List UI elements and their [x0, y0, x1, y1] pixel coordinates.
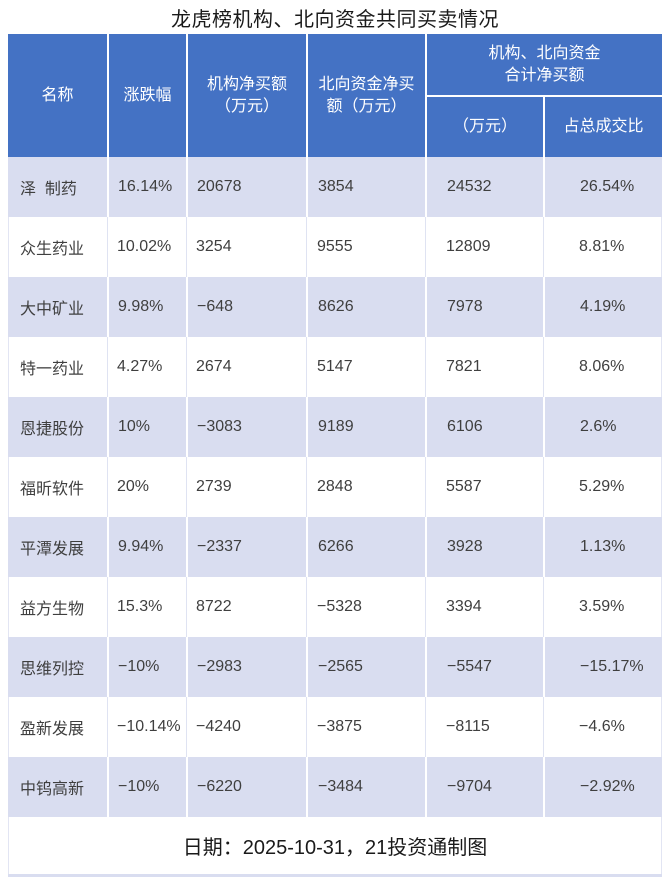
turnover-ratio-cell: 4.19%: [543, 277, 662, 337]
combined-net-cell: 3928: [425, 517, 543, 577]
turnover-ratio-cell: 8.81%: [543, 217, 662, 277]
table-row: 众生药业 10.02% 3254 9555 12809 8.81%: [8, 217, 662, 277]
table-row: 思维列控 −10% −2983 −2565 −5547 −15.17%: [8, 637, 662, 697]
stock-name-cell: 特一药业: [20, 361, 85, 378]
north-net-cell: 5147: [306, 337, 425, 397]
combined-net-cell: −8115: [425, 697, 543, 757]
header-cell-turnover-ratio: 占总成交比: [543, 95, 662, 157]
combined-net-cell: 3394: [425, 577, 543, 637]
north-net-cell: 3854: [306, 157, 425, 217]
table-row: 盈新发展 −10.14% −4240 −3875 −8115 −4.6%: [8, 697, 662, 757]
header-cell-change: 涨跌幅: [107, 34, 186, 157]
table-header: 名称 涨跌幅 机构净买额 （万元） 北向资金净买 额（万元） 机构、北向资金 合…: [8, 34, 662, 157]
combined-net-cell: −9704: [425, 757, 543, 817]
change-cell: 16.14%: [107, 157, 186, 217]
change-cell: 10%: [107, 397, 186, 457]
stock-name-cell: 平潭发展: [20, 541, 85, 558]
turnover-ratio-cell: 2.6%: [543, 397, 662, 457]
change-cell: 20%: [107, 457, 186, 517]
north-net-cell: 6266: [306, 517, 425, 577]
stock-name-cell: 众生药业: [20, 241, 85, 258]
inst-net-cell: −6220: [186, 757, 306, 817]
north-net-cell: 9189: [306, 397, 425, 457]
stock-name-cell: 益方生物: [20, 601, 85, 618]
north-net-cell: −2565: [306, 637, 425, 697]
combined-net-cell: 7821: [425, 337, 543, 397]
table-row: 益方生物 15.3% 8722 −5328 3394 3.59%: [8, 577, 662, 637]
inst-net-cell: −3083: [186, 397, 306, 457]
table-row: 中钨高新 −10% −6220 −3484 −9704 −2.92%: [8, 757, 662, 817]
combined-net-cell: 12809: [425, 217, 543, 277]
stock-name-cell: 盈新发展: [20, 721, 85, 738]
turnover-ratio-cell: 5.29%: [543, 457, 662, 517]
inst-net-cell: −2983: [186, 637, 306, 697]
turnover-ratio-cell: −15.17%: [543, 637, 662, 697]
stock-name-cell: 福昕软件: [20, 481, 85, 498]
turnover-ratio-cell: −4.6%: [543, 697, 662, 757]
combined-net-cell: 5587: [425, 457, 543, 517]
inst-net-cell: 2674: [186, 337, 306, 397]
combined-net-cell: 7978: [425, 277, 543, 337]
turnover-ratio-cell: 1.13%: [543, 517, 662, 577]
change-cell: 10.02%: [107, 217, 186, 277]
table-row: 恩捷股份 10% −3083 9189 6106 2.6%: [8, 397, 662, 457]
stock-name-cell: 中钨高新: [20, 781, 85, 798]
stock-name-cell: 泽 制药: [20, 181, 77, 198]
change-cell: 4.27%: [107, 337, 186, 397]
header-cell-inst-net: 机构净买额 （万元）: [186, 34, 306, 157]
north-net-cell: 8626: [306, 277, 425, 337]
header-cell-combined-amount: （万元）: [425, 95, 543, 157]
header-cell-north-net: 北向资金净买 额（万元）: [306, 34, 425, 157]
page-title: 龙虎榜机构、北向资金共同买卖情况: [171, 9, 499, 31]
inst-net-cell: 20678: [186, 157, 306, 217]
inst-net-cell: −2337: [186, 517, 306, 577]
inst-net-cell: 8722: [186, 577, 306, 637]
header-group-combined-net: 机构、北向资金 合计净买额: [425, 34, 662, 95]
footer-caption: 日期：2025-10-31，21投资通制图: [8, 817, 662, 877]
change-cell: 15.3%: [107, 577, 186, 637]
data-table: 名称 涨跌幅 机构净买额 （万元） 北向资金净买 额（万元） 机构、北向资金 合…: [8, 34, 662, 877]
north-net-cell: −3484: [306, 757, 425, 817]
inst-net-cell: 2739: [186, 457, 306, 517]
change-cell: 9.94%: [107, 517, 186, 577]
change-cell: 9.98%: [107, 277, 186, 337]
north-net-cell: 9555: [306, 217, 425, 277]
combined-net-cell: −5547: [425, 637, 543, 697]
turnover-ratio-cell: 8.06%: [543, 337, 662, 397]
stock-name-cell: 恩捷股份: [20, 421, 85, 438]
inst-net-cell: 3254: [186, 217, 306, 277]
table-row: 平潭发展 9.94% −2337 6266 3928 1.13%: [8, 517, 662, 577]
change-cell: −10.14%: [107, 697, 186, 757]
table-row: 大中矿业 9.98% −648 8626 7978 4.19%: [8, 277, 662, 337]
turnover-ratio-cell: 26.54%: [543, 157, 662, 217]
inst-net-cell: −4240: [186, 697, 306, 757]
change-cell: −10%: [107, 757, 186, 817]
table-row: 特一药业 4.27% 2674 5147 7821 8.06%: [8, 337, 662, 397]
stock-name-cell: 思维列控: [20, 661, 85, 678]
north-net-cell: −3875: [306, 697, 425, 757]
table-row: 泽 制药 16.14% 20678 3854 24532 26.54%: [8, 157, 662, 217]
combined-net-cell: 6106: [425, 397, 543, 457]
combined-net-cell: 24532: [425, 157, 543, 217]
turnover-ratio-cell: 3.59%: [543, 577, 662, 637]
inst-net-cell: −648: [186, 277, 306, 337]
header-cell-name: 名称: [41, 86, 74, 104]
north-net-cell: −5328: [306, 577, 425, 637]
change-cell: −10%: [107, 637, 186, 697]
stock-name-cell: 大中矿业: [20, 301, 85, 318]
turnover-ratio-cell: −2.92%: [543, 757, 662, 817]
table-row: 福昕软件 20% 2739 2848 5587 5.29%: [8, 457, 662, 517]
north-net-cell: 2848: [306, 457, 425, 517]
